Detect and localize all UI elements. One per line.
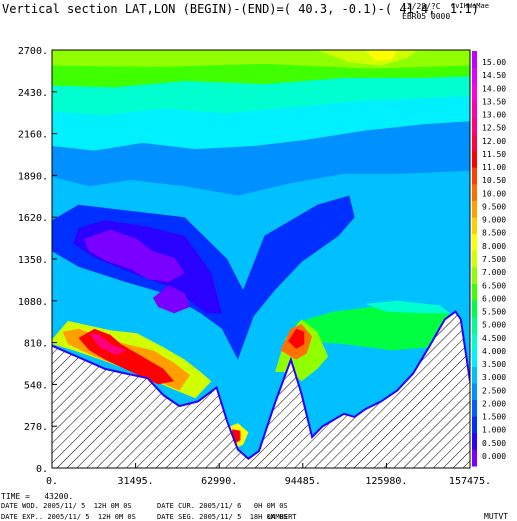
date-code: 12/28/?C (402, 2, 441, 11)
colorbar-label: 12.50 (482, 124, 506, 133)
axes-layer: 0. 270. 540. 810. 1080. 1350. 1620. 1890. 2160. 2… (18, 46, 491, 487)
colorbar-swatch (472, 300, 477, 318)
colorbar-label: 9.500 (482, 203, 506, 212)
x-tick-label-origin: 0. (46, 476, 58, 487)
colorbar-swatch (472, 250, 477, 268)
colorbar-label: 12.00 (482, 137, 506, 146)
colorbar-label: 6.000 (482, 294, 506, 303)
colorbar-swatch (472, 67, 477, 85)
colorbar-label: 11.50 (482, 150, 506, 159)
contour-region-6 (365, 50, 398, 61)
colorbar: 0.000 0.500 1.000 1.500 2.000 2.500 3.000 3.500… (472, 51, 506, 467)
colorbar-swatch (472, 51, 477, 69)
colorbar-swatch (472, 432, 477, 450)
terrain-layer (52, 310, 470, 468)
contour-region-9 (83, 229, 185, 283)
contour-region-22 (338, 325, 371, 345)
contour-region-12 (365, 300, 451, 314)
chart-title: Vertical section LAT,LON (BEGIN)-(END)=(… (2, 2, 479, 16)
colorbar-swatch (472, 84, 477, 102)
colorbar-label: 7.500 (482, 255, 506, 264)
colorbar-swatch (472, 416, 477, 434)
y-tick-label: 2430. (18, 88, 48, 99)
colorbar-label: 6.500 (482, 281, 506, 290)
x-tick-label: 31495. (118, 476, 154, 487)
y-tick-label: 540. (24, 380, 48, 391)
footer-date-seg: DATE SEG. 2005/11/ 5 18H 0M 0S (157, 513, 288, 521)
colorbar-swatch (472, 100, 477, 118)
terrain-outline (52, 310, 470, 460)
y-tick-label: 2700. (18, 46, 48, 57)
colorbar-label: 8.500 (482, 229, 506, 238)
colorbar-label: 0.000 (482, 452, 506, 461)
colorbar-label: 14.00 (482, 84, 506, 93)
colorbar-label: 1.000 (482, 426, 506, 435)
colorbar-label: 15.00 (482, 58, 506, 67)
colorbar-label: 0.500 (482, 439, 506, 448)
colorbar-label: 13.50 (482, 97, 506, 106)
colorbar-swatch (472, 449, 477, 467)
footer-date-cur: DATE CUR. 2005/11/ 6 0H 0M 0S (157, 502, 288, 510)
colorbar-swatch (472, 183, 477, 201)
footer-date-exp: DATE EXP.. 2005/11/ 5 12H 0M 0S (1, 513, 136, 521)
code-label: CvIHWeMae (451, 2, 489, 10)
colorbar-label: 4.000 (482, 347, 506, 356)
y-tick-label: 2160. (18, 130, 48, 141)
y-tick-label: 1080. (18, 297, 48, 308)
colorbar-label: 10.50 (482, 176, 506, 185)
colorbar-label: 7.000 (482, 268, 506, 277)
footer-date-wod: DATE WOD. 2005/11/ 5 12H 0M 0S (1, 502, 132, 510)
colorbar-swatch (472, 134, 477, 152)
colorbar-label: 2.500 (482, 386, 506, 395)
y-tick-label: 810. (24, 339, 48, 350)
colorbar-label: 9.000 (482, 216, 506, 225)
colorbar-label: 3.000 (482, 373, 506, 382)
contour-layer (52, 50, 470, 450)
colorbar-swatch (472, 349, 477, 367)
footer-tag: MUTVT (484, 512, 509, 521)
footer-projection: LAMBERT (267, 513, 297, 521)
y-tick-label: 1350. (18, 255, 48, 266)
colorbar-swatch (472, 316, 477, 334)
colorbar-swatch (472, 217, 477, 235)
colorbar-swatch (472, 117, 477, 135)
x-tick-label: 157475. (449, 476, 491, 487)
terrain-fill (52, 311, 470, 468)
chart-svg: 0. 270. 540. 810. 1080. 1350. 1620. 1890. 2160. 2… (18, 46, 506, 487)
colorbar-swatch (472, 333, 477, 351)
colorbar-swatch (472, 383, 477, 401)
contour-region-11 (296, 307, 451, 351)
colorbar-swatch (472, 399, 477, 417)
colorbar-swatch (472, 167, 477, 185)
colorbar-label: 3.500 (482, 360, 506, 369)
y-tick-label: 0. (36, 464, 48, 475)
colorbar-label: 5.500 (482, 308, 506, 317)
colorbar-label: 1.500 (482, 413, 506, 422)
footer-time: TIME = 43200. (1, 492, 74, 501)
colorbar-label: 13.00 (482, 111, 506, 120)
colorbar-swatch (472, 266, 477, 284)
colorbar-swatch (472, 233, 477, 251)
y-tick-label: 1620. (18, 213, 48, 224)
run-label: EBR05 0000 (402, 12, 451, 21)
colorbar-swatch (472, 283, 477, 301)
colorbar-label: 11.00 (482, 163, 506, 172)
colorbar-swatch (472, 150, 477, 168)
colorbar-label: 4.500 (482, 334, 506, 343)
colorbar-label: 2.000 (482, 400, 506, 409)
colorbar-label: 14.50 (482, 71, 506, 80)
contour-region-10 (152, 285, 190, 314)
colorbar-label: 8.000 (482, 242, 506, 251)
colorbar-swatch (472, 200, 477, 218)
colorbar-label: 10.00 (482, 189, 506, 198)
colorbar-label: 5.000 (482, 321, 506, 330)
x-tick-label: 62990. (201, 476, 237, 487)
contour-region-19 (288, 328, 305, 349)
colorbar-swatch (472, 366, 477, 384)
x-tick-label: 125980. (365, 476, 407, 487)
y-tick-label: 1890. (18, 171, 48, 182)
y-tick-label: 270. (24, 422, 48, 433)
contour-region-16 (89, 333, 127, 355)
x-tick-label: 94485. (285, 476, 321, 487)
